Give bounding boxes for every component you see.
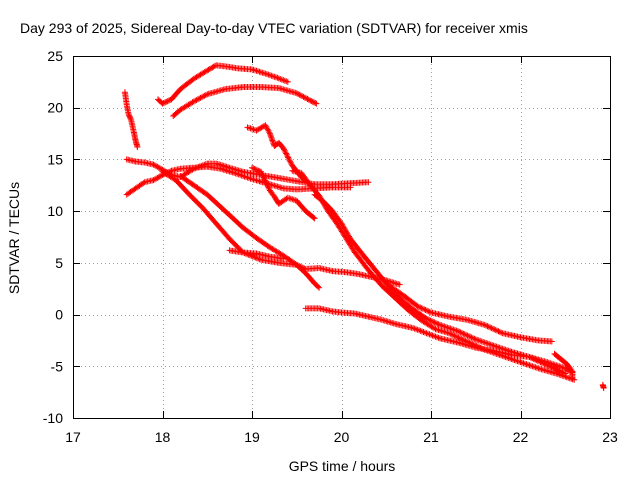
series-markers	[599, 381, 607, 391]
series-arc-6	[159, 168, 403, 288]
series-arc-3	[121, 89, 141, 150]
series-markers	[249, 164, 318, 222]
series-arc-1	[155, 62, 291, 107]
y-tick-label: -10	[43, 410, 63, 426]
y-tick-label: 5	[55, 255, 63, 271]
y-tick-label: 15	[47, 151, 63, 167]
series-markers	[551, 350, 576, 382]
series-markers	[155, 62, 291, 107]
x-axis-label: GPS time / hours	[289, 458, 396, 474]
series-arc-2	[170, 84, 320, 119]
axis-ticks: 17 18 19 20 21 22 23 25 20 15 10 5 0 -5 -10	[43, 48, 618, 445]
series-arc-7	[177, 173, 323, 291]
y-tick-label: 0	[55, 307, 63, 323]
series-markers	[121, 89, 141, 150]
series-markers	[226, 247, 287, 262]
x-tick-label: 18	[155, 429, 171, 445]
chart-title: Day 293 of 2025, Sidereal Day-to-day VTE…	[20, 20, 528, 36]
series-markers	[123, 163, 354, 198]
y-tick-label: 20	[47, 100, 63, 116]
series-markers	[289, 167, 578, 383]
x-tick-label: 19	[244, 429, 260, 445]
series-markers	[177, 173, 323, 291]
y-tick-label: -5	[51, 358, 64, 374]
series-markers	[302, 305, 569, 377]
series-arc-10	[249, 164, 318, 222]
series-markers	[159, 168, 403, 288]
y-tick-label: 25	[47, 48, 63, 64]
series-arc-16	[599, 381, 607, 391]
data-points	[121, 62, 607, 391]
x-tick-label: 22	[513, 429, 529, 445]
y-tick-label: 10	[47, 203, 63, 219]
series-arc-14	[383, 280, 555, 345]
series-arc-12	[311, 191, 576, 376]
series-arc-11	[289, 167, 578, 383]
x-tick-label: 21	[423, 429, 439, 445]
series-arc-13	[302, 305, 569, 377]
x-tick-label: 23	[602, 429, 618, 445]
x-tick-label: 17	[65, 429, 81, 445]
x-tick-label: 20	[334, 429, 350, 445]
series-arc-5	[123, 163, 354, 198]
series-arc-15	[551, 350, 576, 382]
series-markers	[311, 191, 576, 376]
series-arc-8	[226, 247, 287, 262]
y-axis-label: SDTVAR / TECUs	[6, 182, 22, 294]
series-markers	[383, 280, 555, 345]
series-markers	[170, 84, 320, 119]
